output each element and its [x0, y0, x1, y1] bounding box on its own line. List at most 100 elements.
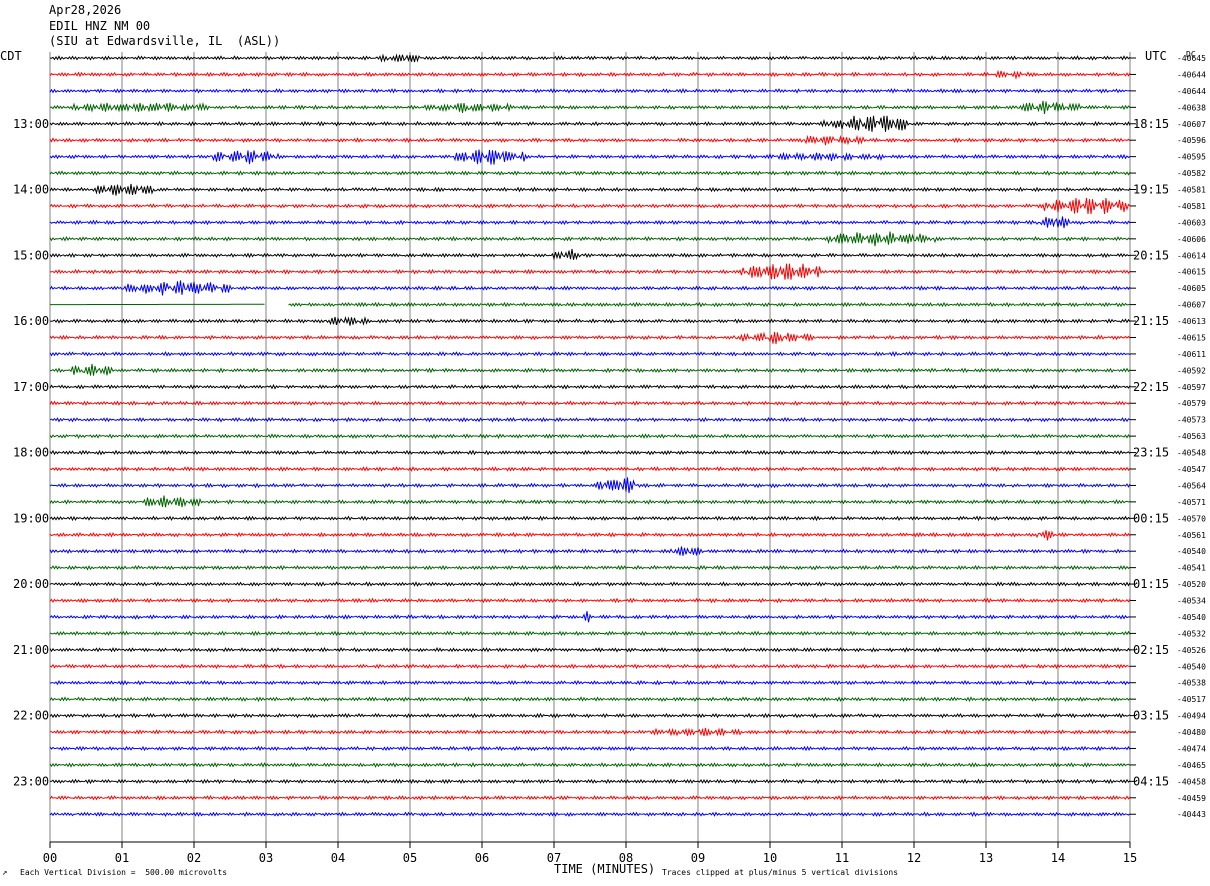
- dc-offset-label: -40480: [1177, 728, 1206, 737]
- x-tick-label: 12: [907, 851, 921, 865]
- dc-offset-label: -40538: [1177, 679, 1206, 688]
- x-tick-label: 06: [475, 851, 489, 865]
- dc-offset-label: -40540: [1177, 613, 1206, 622]
- left-hour-label: 14:00: [13, 183, 49, 197]
- dc-offset-label: -40570: [1177, 514, 1206, 523]
- left-hour-label: 15:00: [13, 248, 49, 262]
- x-tick-label: 03: [259, 851, 273, 865]
- dc-offset-label: -40526: [1177, 646, 1206, 655]
- vertical-scale-note: Each Vertical Division = 500.00 microvol…: [20, 868, 228, 877]
- dc-offset-header: DC: [1186, 50, 1196, 59]
- trace-28: [49, 515, 1131, 522]
- dc-offset-label: -40615: [1177, 333, 1206, 342]
- dc-offset-label: -40571: [1177, 498, 1206, 507]
- time-gridlines: [49, 52, 1131, 848]
- trace-24: [49, 449, 1131, 456]
- x-tick-label: 08: [619, 851, 633, 865]
- left-hour-label: 13:00: [13, 117, 49, 131]
- x-tick-label: 04: [331, 851, 345, 865]
- trace-13: [49, 263, 1131, 280]
- axis-labels: -40645 -40644 -40644 -40638 -40607 -40596 -405…: [13, 54, 1206, 865]
- dc-offset-label: -40494: [1177, 712, 1206, 721]
- trace-9: [49, 197, 1131, 215]
- trace-4: [49, 115, 1131, 132]
- right-hour-label: 22:15: [1133, 380, 1169, 394]
- dc-offset-label: -40561: [1177, 531, 1206, 540]
- dc-offset-label: -40603: [1177, 218, 1206, 227]
- trace-12: [49, 248, 1131, 261]
- dc-offset-label: -40547: [1177, 465, 1206, 474]
- right-hour-label: 01:15: [1133, 577, 1169, 591]
- trace-17: [49, 331, 1131, 345]
- trace-6: [49, 149, 1131, 165]
- x-tick-label: 11: [835, 851, 849, 865]
- station-site: (SIU at Edwardsville, IL (ASL)): [49, 34, 281, 48]
- trace-7: [49, 170, 1131, 176]
- x-tick-label: 02: [187, 851, 201, 865]
- trace-42: [49, 745, 1131, 752]
- left-hour-label: 18:00: [13, 446, 49, 460]
- left-timezone-label: CDT: [0, 49, 22, 63]
- left-hour-label: 19:00: [13, 511, 49, 525]
- trace-1: [49, 69, 1131, 80]
- trace-11: [49, 231, 1131, 247]
- trace-29: [49, 530, 1131, 541]
- trace-46: [49, 811, 1131, 818]
- right-hour-label: 23:15: [1133, 446, 1169, 460]
- left-hour-label: 20:00: [13, 577, 49, 591]
- x-tick-label: 15: [1123, 851, 1137, 865]
- dc-offset-label: -40607: [1177, 301, 1206, 310]
- dc-offset-label: -40613: [1177, 317, 1206, 326]
- trace-27: [49, 495, 1131, 508]
- x-tick-label: 10: [763, 851, 777, 865]
- dc-offset-label: -40615: [1177, 268, 1206, 277]
- right-hour-label: 03:15: [1133, 709, 1169, 723]
- trace-35: [49, 630, 1131, 637]
- dc-offset-label: -40540: [1177, 662, 1206, 671]
- trace-18: [49, 350, 1131, 357]
- dc-offset-label: -40605: [1177, 284, 1206, 293]
- dc-offset-label: -40581: [1177, 202, 1206, 211]
- x-tick-label: 13: [979, 851, 993, 865]
- right-hour-label: 02:15: [1133, 643, 1169, 657]
- trace-19: [49, 363, 1131, 376]
- dc-offset-label: -40611: [1177, 350, 1206, 359]
- trace-44: [49, 778, 1131, 785]
- clipping-note: Traces clipped at plus/minus 5 vertical …: [662, 868, 899, 877]
- dc-offset-label: -40459: [1177, 794, 1206, 803]
- trace-2: [49, 88, 1131, 94]
- station-code: EDIL HNZ NM 00: [49, 19, 151, 33]
- trace-22: [49, 416, 1131, 423]
- trace-16: [49, 315, 1131, 326]
- trace-41: [49, 727, 1131, 737]
- trace-33: [49, 597, 1131, 604]
- dc-offset-label: -40548: [1177, 449, 1206, 458]
- plot-date: Apr28,2026: [49, 3, 122, 17]
- left-hour-label: 22:00: [13, 709, 49, 723]
- x-tick-label: 09: [691, 851, 705, 865]
- dc-offset-label: -40520: [1177, 580, 1206, 589]
- right-hour-label: 21:15: [1133, 314, 1169, 328]
- seismic-traces: [49, 53, 1131, 818]
- right-hour-label: 20:15: [1133, 248, 1169, 262]
- dc-offset-label: -40606: [1177, 235, 1206, 244]
- dc-offset-label: -40597: [1177, 383, 1206, 392]
- right-hour-label: 19:15: [1133, 183, 1169, 197]
- trace-43: [49, 762, 1131, 768]
- right-timezone-label: UTC: [1145, 49, 1167, 63]
- x-tick-label: 01: [115, 851, 129, 865]
- trace-31: [49, 564, 1131, 571]
- trace-23: [49, 433, 1131, 439]
- x-axis-title: TIME (MINUTES): [554, 862, 656, 876]
- dc-offset-label: -40540: [1177, 547, 1206, 556]
- trace-20: [49, 383, 1131, 390]
- x-tick-label: 07: [547, 851, 561, 865]
- trace-36: [49, 646, 1131, 653]
- corner-mark: ↗: [2, 868, 8, 878]
- trace-26: [49, 477, 1131, 494]
- trace-10: [49, 216, 1131, 229]
- dc-offset-label: -40517: [1177, 695, 1206, 704]
- dc-offset-label: -40541: [1177, 564, 1206, 573]
- trace-0: [49, 53, 1131, 63]
- x-tick-label: 00: [43, 851, 57, 865]
